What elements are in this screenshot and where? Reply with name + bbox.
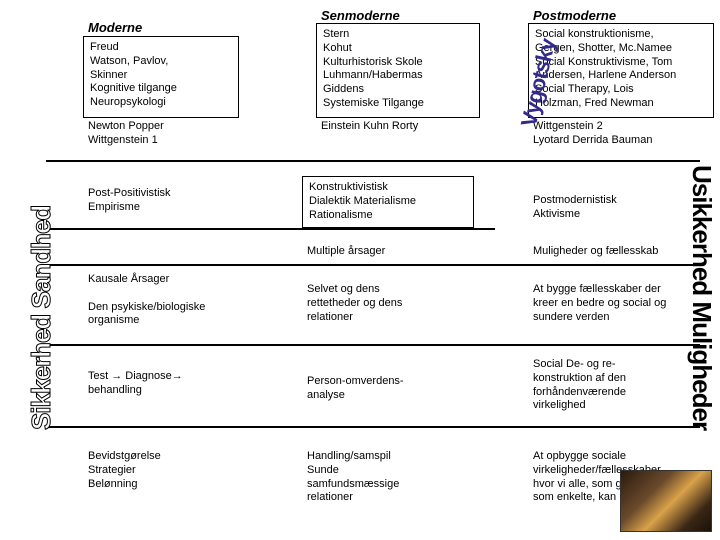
cell-r2-c3: Wittgenstein 2Lyotard Derrida Bauman: [533, 120, 708, 148]
box-postmoderne-top: Social konstruktionisme,Gergen, Shotter,…: [528, 23, 714, 118]
cell-r5-c3: At bygge fællesskaber derkreer en bedre …: [533, 283, 708, 324]
header-senmoderne: Senmoderne: [321, 8, 400, 23]
header-postmoderne: Postmoderne: [533, 8, 616, 23]
hline-3: [46, 264, 700, 266]
cell-r4-c3: Muligheder og fællesskab: [533, 245, 708, 259]
side-right-label: Usikkerhed Muligheder: [689, 165, 715, 430]
cell-r6-c1: Test → Diagnose→behandling: [88, 370, 258, 398]
cell-r4-c2: Multiple årsager: [307, 245, 467, 259]
hline-5: [46, 426, 700, 428]
cell-r6-c2: Person-omverdens-analyse: [307, 375, 467, 403]
cell-r2-c1: Newton PopperWittgenstein 1: [88, 120, 243, 148]
cell-r3-c1: Post-PositivistiskEmpirisme: [88, 187, 243, 215]
hline-4: [46, 344, 700, 346]
box-senmoderne-top: SternKohutKulturhistorisk SkoleLuhmann/H…: [316, 23, 480, 118]
header-moderne: Moderne: [88, 20, 142, 35]
cell-r5-c1: Kausale ÅrsagerDen psykiske/biologiskeor…: [88, 273, 258, 328]
cell-r6-c3: Social De- og re-konstruktion af denforh…: [533, 358, 708, 413]
side-left-label: Sikkerhed Sandhed: [28, 206, 54, 430]
box-r3-c2: KonstruktivistiskDialektik MaterialismeR…: [302, 176, 474, 228]
diagram-page: Moderne Senmoderne Postmoderne FreudWats…: [0, 0, 720, 540]
cell-r2-c2: Einstein Kuhn Rorty: [321, 120, 481, 134]
corner-photo: [620, 470, 712, 532]
cell-r7-c2: Handling/samspilSundesamfundsmæssigerela…: [307, 450, 467, 505]
hline-2a: [46, 228, 495, 230]
box-moderne-top: FreudWatson, Pavlov,SkinnerKognitive til…: [83, 36, 239, 118]
cell-r3-c3: PostmodernistiskAktivisme: [533, 194, 708, 222]
hline-1: [46, 160, 700, 162]
cell-r7-c1: BevidstgørelseStrategierBelønning: [88, 450, 258, 491]
cell-r5-c2: Selvet og densrettetheder og densrelatio…: [307, 283, 467, 324]
